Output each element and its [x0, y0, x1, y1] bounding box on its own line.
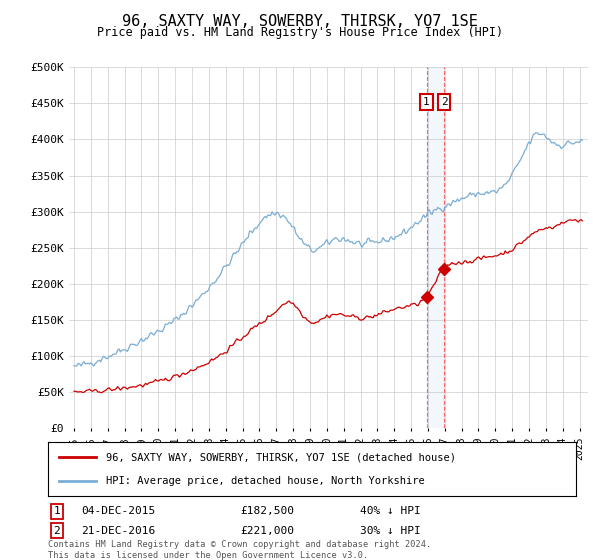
Text: HPI: Average price, detached house, North Yorkshire: HPI: Average price, detached house, Nort… — [106, 475, 425, 486]
Text: 96, SAXTY WAY, SOWERBY, THIRSK, YO7 1SE: 96, SAXTY WAY, SOWERBY, THIRSK, YO7 1SE — [122, 14, 478, 29]
Text: 1: 1 — [53, 506, 61, 516]
Text: 30% ↓ HPI: 30% ↓ HPI — [360, 526, 421, 536]
Bar — [427, 67, 444, 428]
Text: 21-DEC-2016: 21-DEC-2016 — [81, 526, 155, 536]
Text: £221,000: £221,000 — [240, 526, 294, 536]
Text: Price paid vs. HM Land Registry's House Price Index (HPI): Price paid vs. HM Land Registry's House … — [97, 26, 503, 39]
Text: 96, SAXTY WAY, SOWERBY, THIRSK, YO7 1SE (detached house): 96, SAXTY WAY, SOWERBY, THIRSK, YO7 1SE … — [106, 452, 456, 463]
Text: 04-DEC-2015: 04-DEC-2015 — [81, 506, 155, 516]
Text: 1: 1 — [423, 97, 430, 107]
Text: 2: 2 — [441, 97, 448, 107]
Text: 2: 2 — [53, 526, 61, 536]
Text: Contains HM Land Registry data © Crown copyright and database right 2024.
This d: Contains HM Land Registry data © Crown c… — [48, 540, 431, 559]
Text: £182,500: £182,500 — [240, 506, 294, 516]
Text: 40% ↓ HPI: 40% ↓ HPI — [360, 506, 421, 516]
